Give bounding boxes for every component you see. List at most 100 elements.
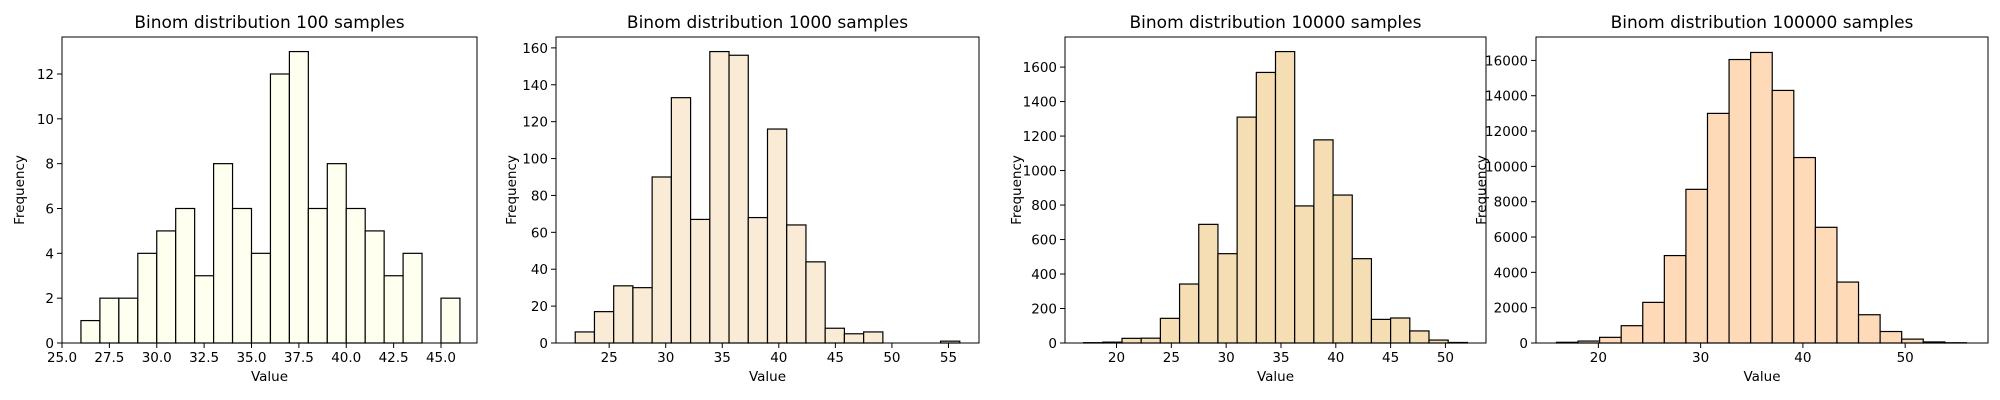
histogram-bar (1857, 314, 1881, 344)
x-tick-label: 50 (1897, 350, 1914, 366)
x-axis-label: Value (251, 369, 288, 385)
histogram-bar (843, 333, 865, 344)
histogram-bar (574, 331, 596, 344)
y-tick-label: 80 (531, 188, 548, 204)
y-tick-label: 120 (522, 115, 548, 131)
histogram-bar (1217, 253, 1238, 344)
histogram-bar (728, 54, 749, 344)
histogram-bar (863, 331, 884, 344)
histogram-bar (1121, 337, 1142, 344)
y-tick-label: 0 (1519, 336, 1528, 352)
x-tick-label: 37.5 (284, 350, 314, 366)
x-tick-label: 42.5 (379, 350, 409, 366)
histogram-bar (80, 319, 101, 344)
chart-title: Binom distribution 100000 samples (1611, 13, 1914, 33)
x-tick-label: 30.0 (142, 350, 172, 366)
chart-title: Binom distribution 1000 samples (627, 13, 908, 33)
x-axis-label: Value (1743, 369, 1780, 385)
x-tick-label: 35 (714, 350, 731, 366)
histogram-bar (786, 224, 807, 344)
y-tick-label: 14000 (1485, 89, 1528, 105)
histogram-bar (345, 207, 366, 344)
histogram-bar (1685, 188, 1709, 344)
histogram-bar (118, 297, 139, 344)
chart-title: Binom distribution 10000 samples (1130, 13, 1422, 33)
x-tick-label: 40.0 (331, 350, 361, 366)
y-tick-label: 200 (1031, 302, 1057, 318)
x-tick-label: 45.0 (426, 350, 456, 366)
plot-frame (61, 36, 478, 344)
x-tick-label: 40 (770, 350, 787, 366)
y-tick-label: 160 (522, 41, 548, 57)
histogram-bar (1313, 139, 1334, 344)
histogram-bar (1814, 226, 1838, 344)
histogram-bar (175, 207, 196, 344)
histogram-bar (288, 50, 309, 344)
x-tick-label: 30 (1692, 350, 1709, 366)
histogram-bar (670, 97, 692, 344)
histogram-bar (1332, 194, 1353, 344)
x-tick-label: 20 (1108, 350, 1125, 366)
x-tick-label: 25.0 (47, 350, 77, 366)
histogram-bar (1599, 336, 1622, 344)
histogram-bar (1390, 317, 1411, 344)
histogram-bar (651, 176, 672, 344)
histogram-bar (326, 163, 347, 344)
histogram-bar (212, 163, 234, 344)
x-axis-label: Value (1257, 369, 1294, 385)
y-tick-label: 2000 (1494, 301, 1528, 317)
histogram-bar (99, 297, 120, 344)
histogram-bar (307, 207, 328, 344)
histogram-bar (364, 230, 385, 344)
histogram-bar (1750, 51, 1773, 344)
histogram-bar (632, 287, 653, 344)
x-tick-label: 40 (1794, 350, 1811, 366)
histogram-bar (1351, 258, 1373, 344)
y-tick-label: 2 (45, 291, 54, 307)
y-tick-label: 100 (522, 152, 548, 168)
histogram-bar (402, 252, 423, 344)
histogram-bar (1409, 330, 1430, 344)
histogram-bar (1663, 254, 1687, 344)
histogram-bar (613, 285, 634, 344)
y-axis-label: Frequency (1009, 155, 1025, 225)
histogram-bar (269, 73, 290, 344)
y-tick-label: 20 (531, 299, 548, 315)
y-axis-label: Frequency (12, 155, 28, 225)
histogram-bar (1620, 325, 1644, 344)
x-tick-label: 50 (883, 350, 900, 366)
y-tick-label: 800 (1031, 198, 1057, 214)
chart-panel-1: 25.0 27.5 30.0 32.5 35.0 37.5 40.0 42.5 45.0 0 2 4 6… (12, 13, 478, 385)
x-tick-label: 25 (1163, 350, 1180, 366)
y-tick-label: 0 (539, 336, 548, 352)
histogram-bar (231, 207, 253, 344)
histogram-bar (1140, 337, 1161, 344)
y-tick-label: 1400 (1023, 95, 1057, 111)
x-tick-label: 45 (827, 350, 844, 366)
histogram-bar (1642, 301, 1665, 344)
x-tick-label: 40 (1327, 350, 1344, 366)
x-tick-label: 30 (1218, 350, 1235, 366)
histogram-bar (1294, 205, 1315, 344)
chart-panel-4: 20 30 40 50 0 2000 4000 6000 8000 10000 12000 14000… (1474, 13, 1989, 385)
histogram-bar (250, 252, 272, 344)
histogram-bar (1274, 50, 1296, 344)
y-tick-label: 400 (1031, 267, 1057, 283)
histogram-bar (824, 327, 846, 344)
histogram-bar (1771, 89, 1795, 344)
y-tick-label: 600 (1031, 233, 1057, 249)
histogram-bar (440, 297, 461, 344)
x-tick-label: 25 (601, 350, 618, 366)
y-tick-label: 8000 (1494, 195, 1528, 211)
histogram-bar (689, 218, 711, 344)
x-tick-label: 50 (1437, 350, 1454, 366)
x-tick-label: 35.0 (236, 350, 266, 366)
histogram-bar (1793, 156, 1816, 344)
y-tick-label: 12 (37, 67, 54, 83)
histogram-bar (1198, 223, 1219, 344)
y-tick-label: 60 (531, 225, 548, 241)
y-tick-label: 0 (1048, 336, 1057, 352)
chart-title: Binom distribution 100 samples (134, 13, 404, 33)
y-axis-label: Frequency (504, 155, 520, 225)
